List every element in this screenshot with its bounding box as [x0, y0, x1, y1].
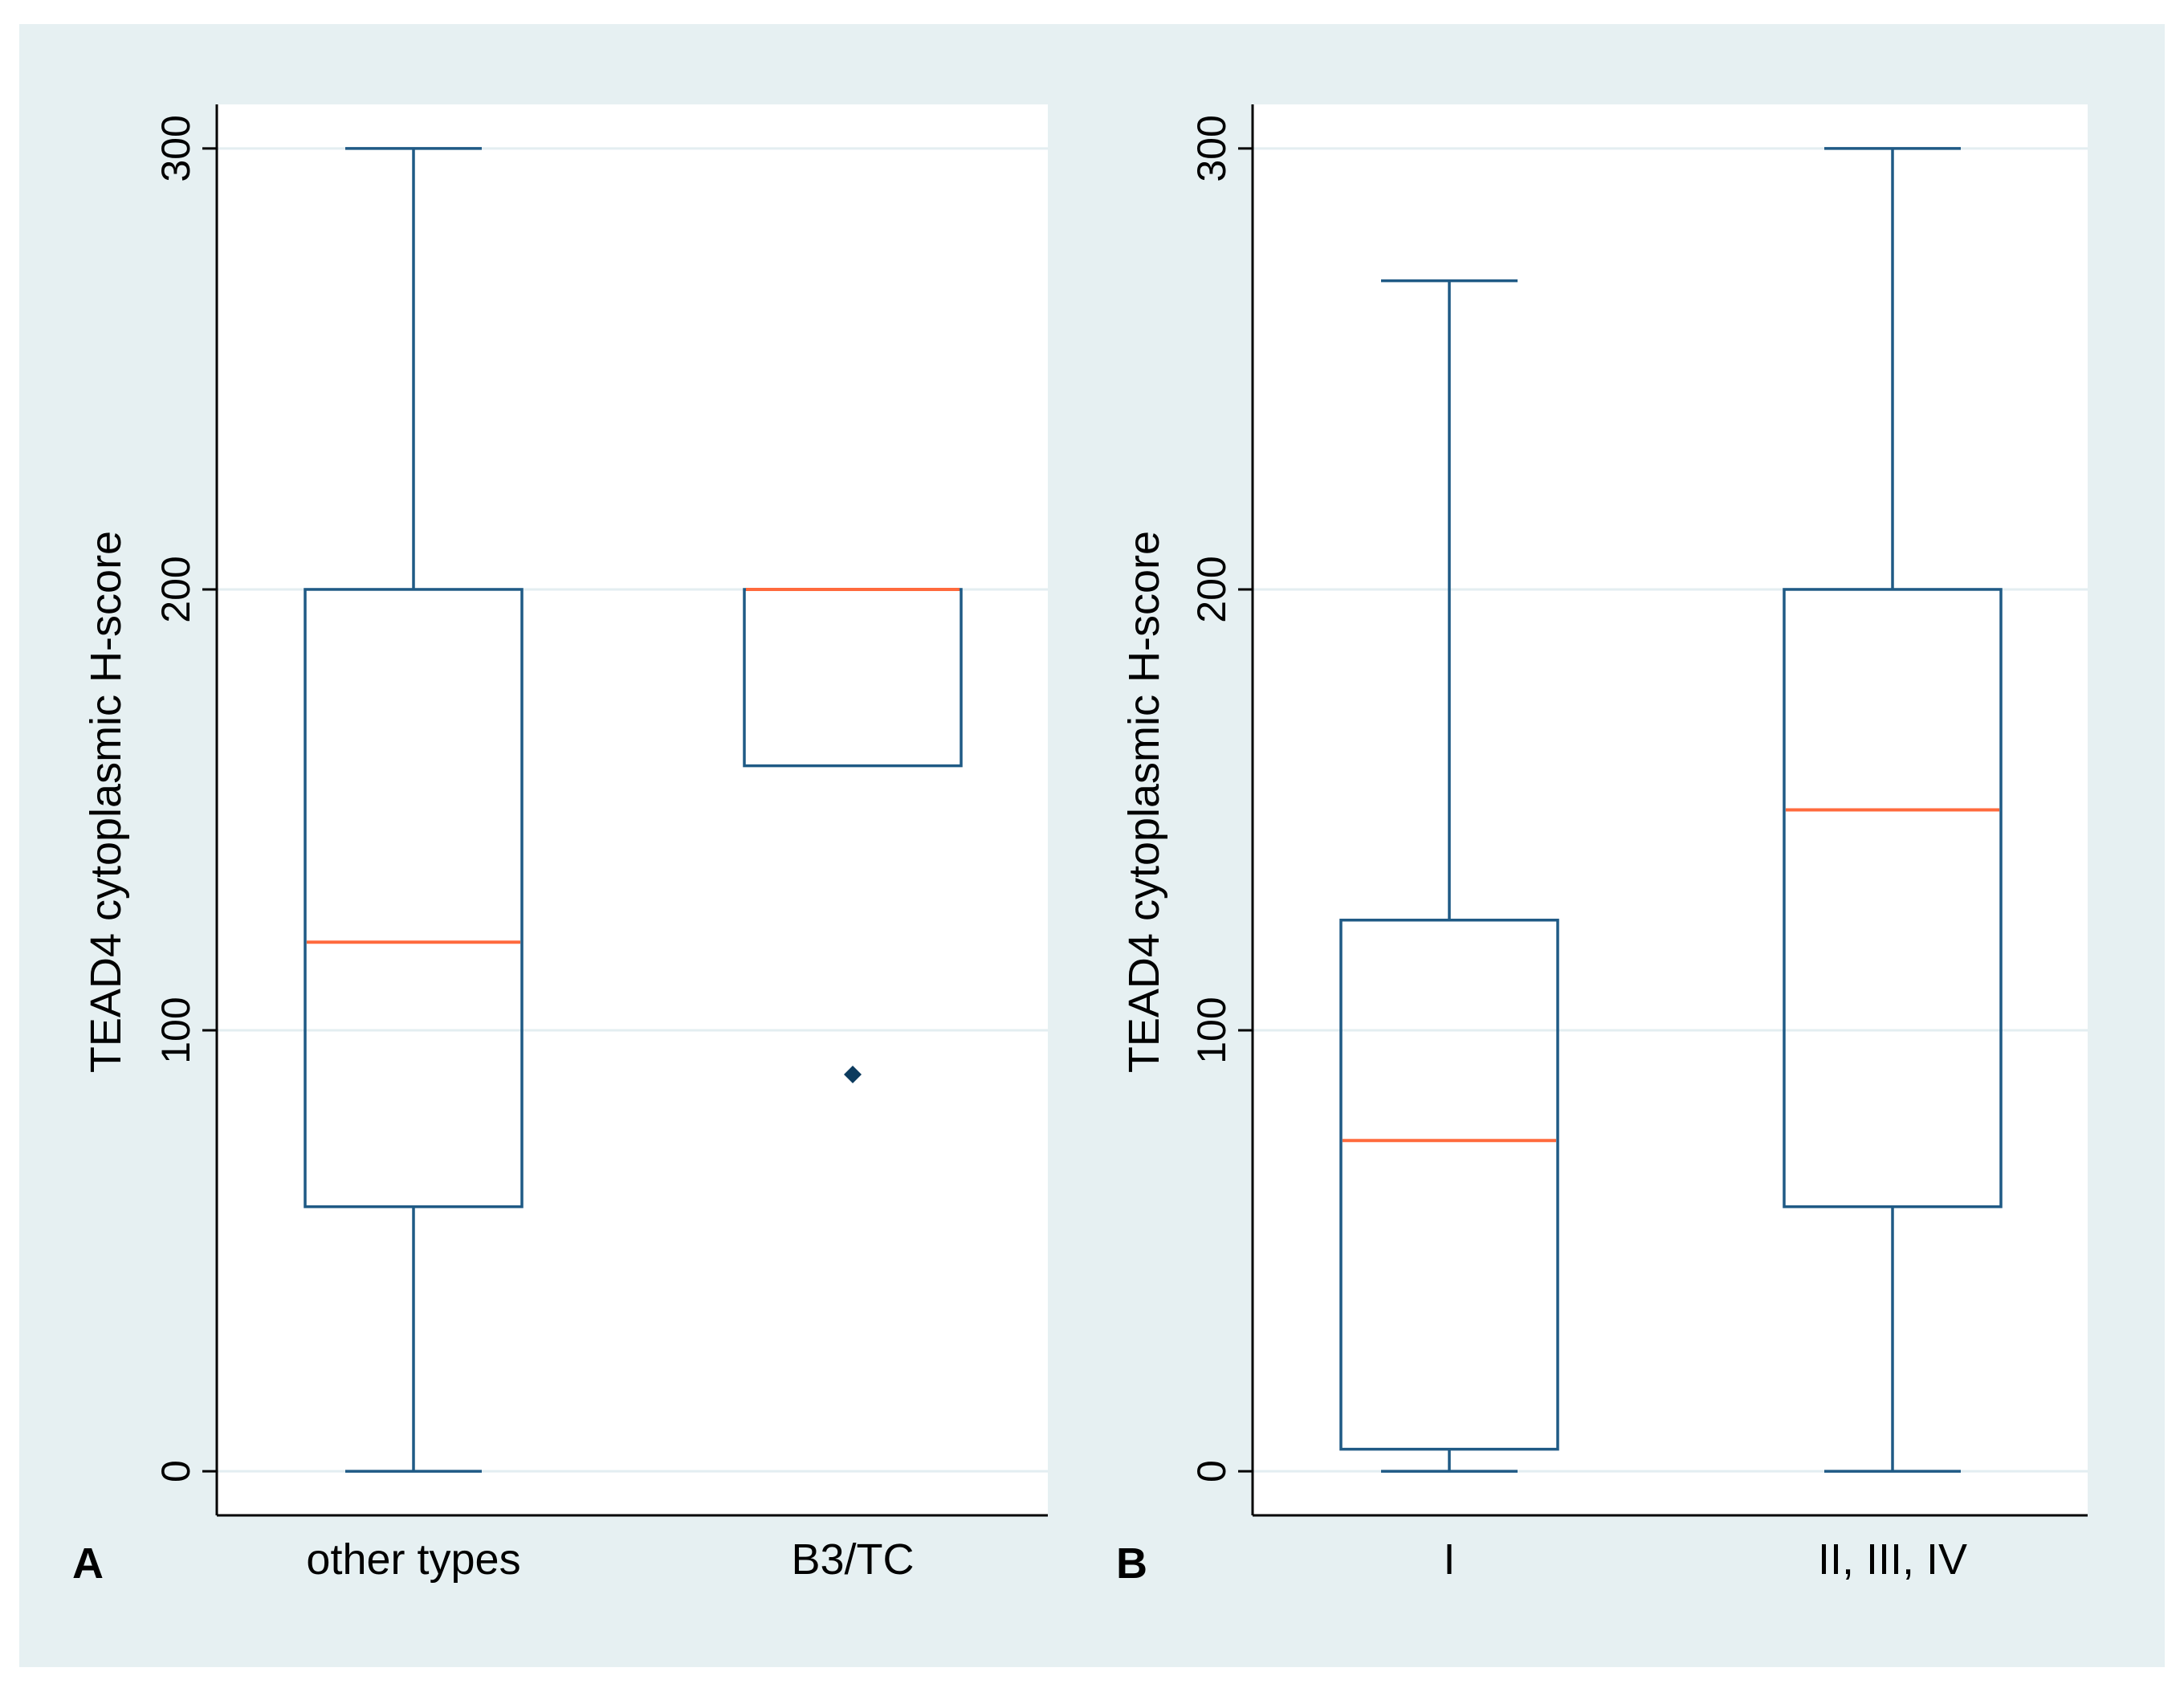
iqr-box: [1783, 588, 2003, 1209]
x-category-label: B3/TC: [791, 1535, 914, 1584]
panel-letter: A: [72, 1539, 104, 1588]
iqr-box: [1339, 919, 1559, 1451]
iqr-box: [304, 588, 524, 1209]
box-group: [304, 147, 524, 1473]
y-tick-label: 300: [1189, 115, 1234, 181]
y-axis-title: TEAD4 cytoplasmic H-score: [1120, 531, 1168, 1073]
box-group: [1783, 147, 2003, 1473]
panel-letter: B: [1116, 1539, 1147, 1588]
y-tick-label: 100: [153, 997, 198, 1063]
plot-area: [217, 104, 1048, 1515]
panel-b: 0 100 200 300 TEAD4 cytoplasmic H-score I II, …: [1116, 104, 2088, 1588]
y-tick-label: 300: [153, 115, 198, 181]
box-group: [1339, 279, 1559, 1473]
outlier-point: [844, 1065, 862, 1083]
box-group: [743, 587, 963, 1083]
x-category-label: I: [1443, 1535, 1455, 1584]
panel-a: 0 100 200 300 TEAD4 cytoplasmic H-score other…: [72, 104, 1048, 1588]
x-category-label: other types: [306, 1535, 520, 1584]
y-axis-title: TEAD4 cytoplasmic H-score: [82, 531, 130, 1073]
y-tick-label: 200: [1189, 556, 1234, 622]
y-tick-label: 100: [1189, 997, 1234, 1063]
x-category-label: II, III, IV: [1818, 1535, 1967, 1584]
y-tick-label: 0: [153, 1460, 198, 1482]
y-tick-label: 0: [1189, 1460, 1234, 1482]
y-tick-label: 200: [153, 556, 198, 622]
